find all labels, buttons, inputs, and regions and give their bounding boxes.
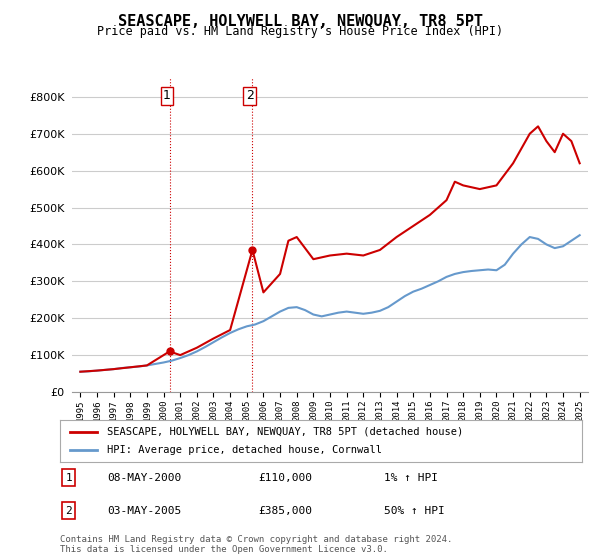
Text: £110,000: £110,000 (259, 473, 313, 483)
Text: Price paid vs. HM Land Registry's House Price Index (HPI): Price paid vs. HM Land Registry's House … (97, 25, 503, 38)
Text: 50% ↑ HPI: 50% ↑ HPI (383, 506, 445, 516)
Text: 2: 2 (65, 506, 72, 516)
Text: 2: 2 (246, 90, 254, 102)
Text: 08-MAY-2000: 08-MAY-2000 (107, 473, 181, 483)
Text: HPI: Average price, detached house, Cornwall: HPI: Average price, detached house, Corn… (107, 445, 382, 455)
Text: 1% ↑ HPI: 1% ↑ HPI (383, 473, 437, 483)
Point (165, 347, 175, 356)
Text: 03-MAY-2005: 03-MAY-2005 (107, 506, 181, 516)
Text: SEASCAPE, HOLYWELL BAY, NEWQUAY, TR8 5PT (detached house): SEASCAPE, HOLYWELL BAY, NEWQUAY, TR8 5PT… (107, 427, 463, 437)
Point (248, 245, 257, 254)
Text: SEASCAPE, HOLYWELL BAY, NEWQUAY, TR8 5PT: SEASCAPE, HOLYWELL BAY, NEWQUAY, TR8 5PT (118, 14, 482, 29)
Text: 1: 1 (65, 473, 72, 483)
Text: Contains HM Land Registry data © Crown copyright and database right 2024.
This d: Contains HM Land Registry data © Crown c… (60, 535, 452, 554)
Text: 1: 1 (163, 90, 171, 102)
Text: £385,000: £385,000 (259, 506, 313, 516)
